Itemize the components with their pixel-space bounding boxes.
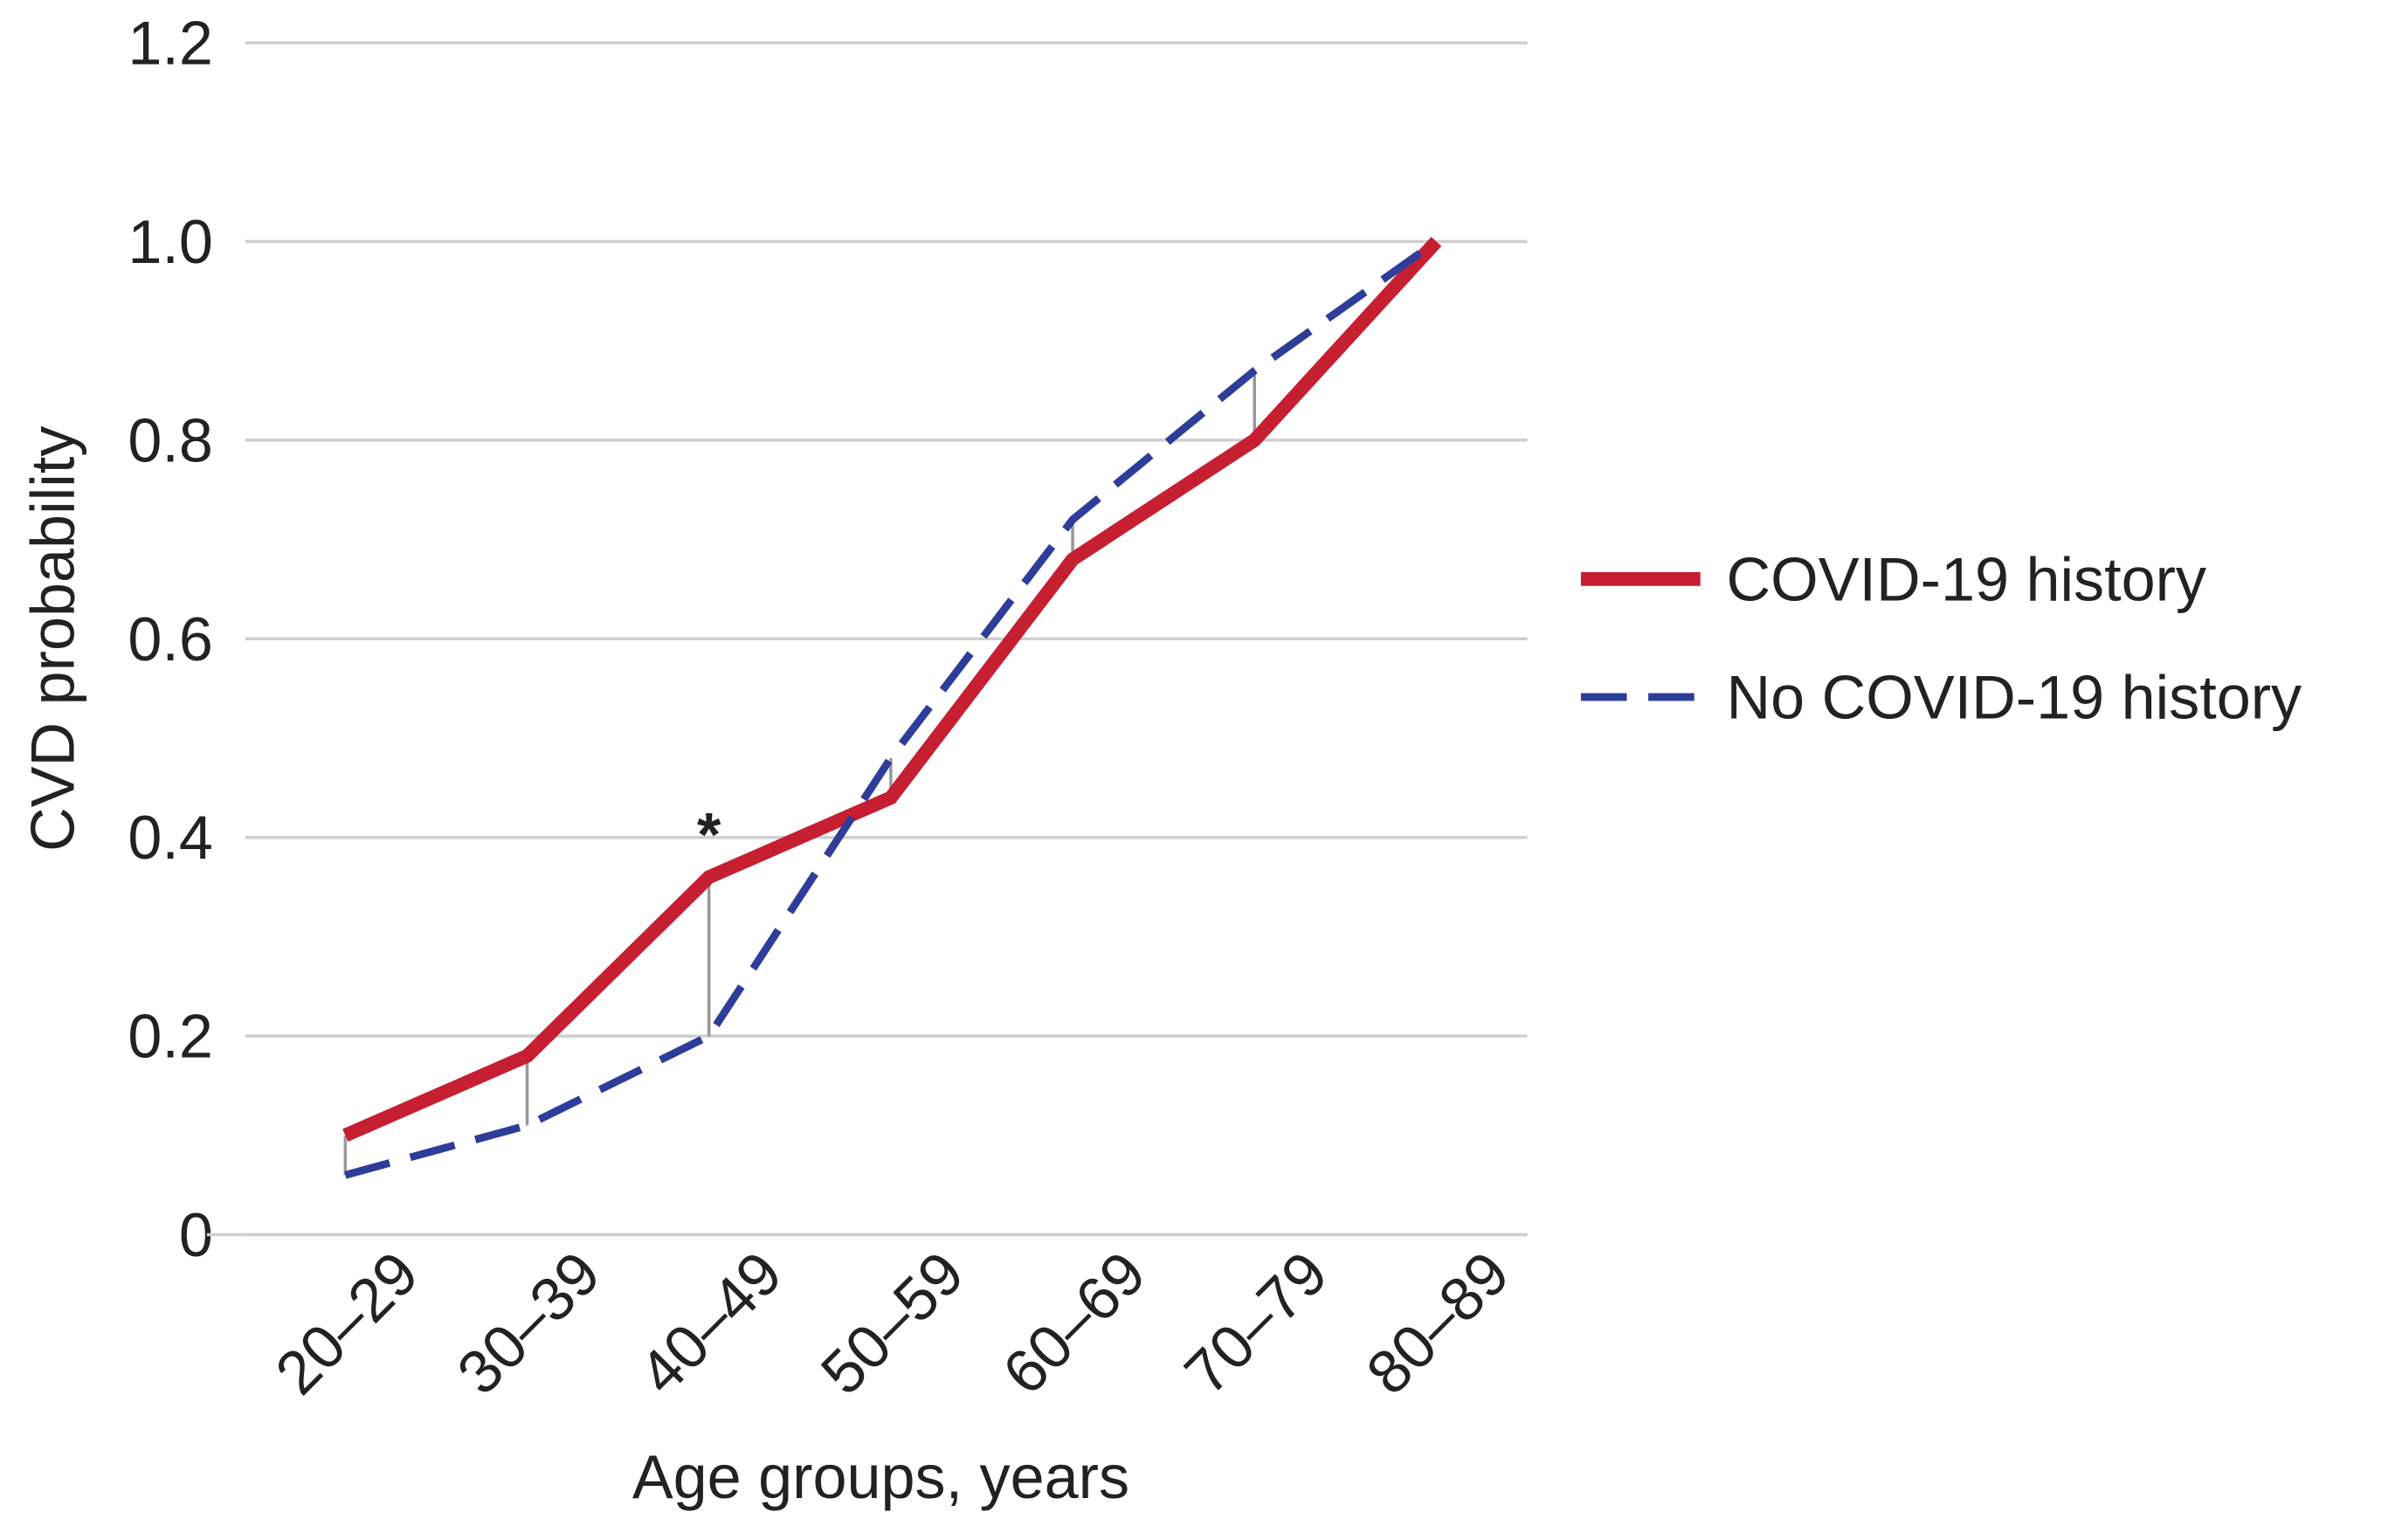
legend-label: COVID-19 history — [1727, 545, 2206, 613]
legend-label: No COVID-19 history — [1727, 663, 2302, 731]
x-tick-label: 30–39 — [445, 1239, 613, 1407]
y-tick-label: 1.2 — [128, 10, 212, 78]
x-tick-label: 60–69 — [990, 1239, 1158, 1407]
x-tick-label: 40–49 — [626, 1239, 795, 1407]
y-tick-label: 0.2 — [128, 1003, 212, 1071]
y-axis-title: CVD probability — [18, 426, 86, 852]
series-line — [344, 238, 1439, 1179]
x-axis-title: Age groups, years — [632, 1443, 1129, 1511]
y-tick-label: 0.6 — [128, 605, 212, 673]
y-tick-label: 0.8 — [128, 406, 212, 474]
y-tick-label: 1.0 — [128, 208, 212, 276]
x-tick-label: 70–79 — [1171, 1239, 1340, 1407]
series-line — [342, 237, 1442, 1143]
annotation: * — [697, 801, 721, 869]
x-tick-label: 20–29 — [263, 1239, 431, 1407]
y-tick-label: 0.4 — [128, 804, 212, 872]
x-tick-label: 80–89 — [1354, 1239, 1522, 1407]
x-tick-label: 50–59 — [808, 1239, 977, 1407]
